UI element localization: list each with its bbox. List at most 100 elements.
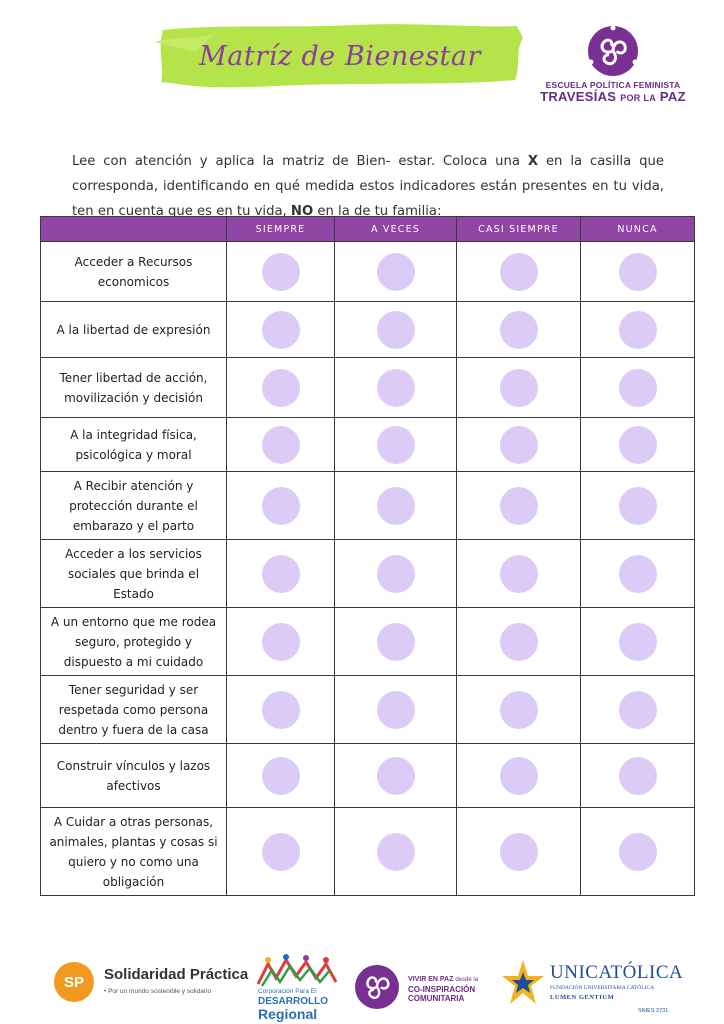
answer-cell[interactable] [226, 607, 335, 676]
answer-cell[interactable] [456, 743, 581, 808]
uni-line-3: LUMEN GENTIUM [550, 994, 615, 1001]
answer-circle[interactable] [376, 554, 415, 593]
answer-cell[interactable] [226, 417, 335, 472]
answer-cell[interactable] [226, 743, 335, 808]
answer-circle[interactable] [499, 486, 538, 525]
answer-circle[interactable] [499, 622, 538, 661]
uni-line-1: UNICATÓLICA [550, 962, 684, 983]
page-title: Matríz de Bienestar [199, 40, 481, 72]
answer-cell[interactable] [580, 357, 695, 418]
answer-circle[interactable] [261, 690, 300, 729]
table-row: A la libertad de expresión [40, 301, 695, 358]
sp-tagline: • Por un mundo sostenible y solidario [104, 988, 212, 995]
answer-circle[interactable] [376, 832, 415, 871]
answer-circle[interactable] [261, 252, 300, 291]
table-row: Construir vínculos y lazos afectivos [40, 743, 695, 808]
answer-circle[interactable] [618, 252, 657, 291]
answer-cell[interactable] [334, 471, 457, 540]
answer-circle[interactable] [261, 622, 300, 661]
answer-circle[interactable] [499, 554, 538, 593]
answer-cell[interactable] [456, 675, 581, 744]
answer-cell[interactable] [226, 301, 335, 358]
triskelion-icon [355, 965, 399, 1009]
answer-circle[interactable] [261, 310, 300, 349]
answer-cell[interactable] [580, 301, 695, 358]
answer-circle[interactable] [261, 756, 300, 795]
answer-circle[interactable] [618, 310, 657, 349]
answer-circle[interactable] [376, 622, 415, 661]
answer-circle[interactable] [376, 368, 415, 407]
answer-circle[interactable] [499, 310, 538, 349]
star-icon [502, 960, 544, 1004]
answer-cell[interactable] [580, 471, 695, 540]
indicator-label: A la libertad de expresión [40, 301, 227, 358]
answer-circle[interactable] [261, 425, 300, 464]
answer-cell[interactable] [456, 417, 581, 472]
answer-circle[interactable] [499, 425, 538, 464]
answer-cell[interactable] [226, 539, 335, 608]
answer-cell[interactable] [580, 417, 695, 472]
answer-cell[interactable] [226, 807, 335, 896]
answer-cell[interactable] [334, 357, 457, 418]
answer-circle[interactable] [376, 252, 415, 291]
answer-cell[interactable] [580, 675, 695, 744]
answer-cell[interactable] [456, 607, 581, 676]
indicator-label: Construir vínculos y lazos afectivos [40, 743, 227, 808]
answer-cell[interactable] [456, 807, 581, 896]
answer-cell[interactable] [226, 357, 335, 418]
answer-circle[interactable] [499, 756, 538, 795]
answer-cell[interactable] [580, 807, 695, 896]
answer-circle[interactable] [499, 690, 538, 729]
answer-cell[interactable] [226, 471, 335, 540]
answer-circle[interactable] [499, 832, 538, 871]
solidaridad-practica-logo: SP Solidaridad Práctica • Por un mundo s… [54, 960, 248, 1010]
uni-line-2: FUNDACIÓN UNIVERSITARIA CATÓLICA [550, 985, 655, 991]
answer-circle[interactable] [499, 368, 538, 407]
answer-cell[interactable] [456, 357, 581, 418]
answer-circle[interactable] [618, 368, 657, 407]
answer-circle[interactable] [618, 425, 657, 464]
answer-circle[interactable] [376, 486, 415, 525]
no-emphasis-text: NO [290, 204, 314, 220]
answer-circle[interactable] [618, 554, 657, 593]
answer-circle[interactable] [261, 832, 300, 871]
answer-cell[interactable] [580, 743, 695, 808]
answer-circle[interactable] [376, 756, 415, 795]
answer-cell[interactable] [226, 241, 335, 302]
answer-circle[interactable] [376, 425, 415, 464]
answer-cell[interactable] [334, 241, 457, 302]
answer-circle[interactable] [261, 368, 300, 407]
answer-circle[interactable] [618, 486, 657, 525]
answer-circle[interactable] [618, 832, 657, 871]
answer-cell[interactable] [226, 675, 335, 744]
answer-circle[interactable] [376, 690, 415, 729]
answer-cell[interactable] [580, 539, 695, 608]
brush-stroke-shape [155, 24, 524, 88]
answer-cell[interactable] [334, 539, 457, 608]
answer-circle[interactable] [618, 756, 657, 795]
answer-cell[interactable] [580, 607, 695, 676]
answer-cell[interactable] [334, 807, 457, 896]
answer-circle[interactable] [261, 554, 300, 593]
answer-circle[interactable] [618, 690, 657, 729]
sp-name: Solidaridad Práctica [104, 966, 249, 983]
vep-line-2: CO-INSPIRACIÓN [408, 985, 476, 994]
answer-cell[interactable] [334, 607, 457, 676]
escuela-logo: ESCUELA POLÍTICA FEMINISTA TRAVESÍAS POR… [538, 24, 688, 114]
answer-cell[interactable] [334, 743, 457, 808]
answer-cell[interactable] [334, 417, 457, 472]
answer-cell[interactable] [334, 301, 457, 358]
answer-cell[interactable] [456, 539, 581, 608]
answer-circle[interactable] [261, 486, 300, 525]
table-row: Acceder a Recursos economicos [40, 241, 695, 302]
answer-circle[interactable] [376, 310, 415, 349]
indicator-label: Acceder a los servicios sociales que bri… [40, 539, 227, 608]
answer-cell[interactable] [580, 241, 695, 302]
answer-circle[interactable] [499, 252, 538, 291]
table-row: A Recibir atención y protección durante … [40, 471, 695, 540]
answer-circle[interactable] [618, 622, 657, 661]
answer-cell[interactable] [334, 675, 457, 744]
answer-cell[interactable] [456, 471, 581, 540]
answer-cell[interactable] [456, 301, 581, 358]
answer-cell[interactable] [456, 241, 581, 302]
